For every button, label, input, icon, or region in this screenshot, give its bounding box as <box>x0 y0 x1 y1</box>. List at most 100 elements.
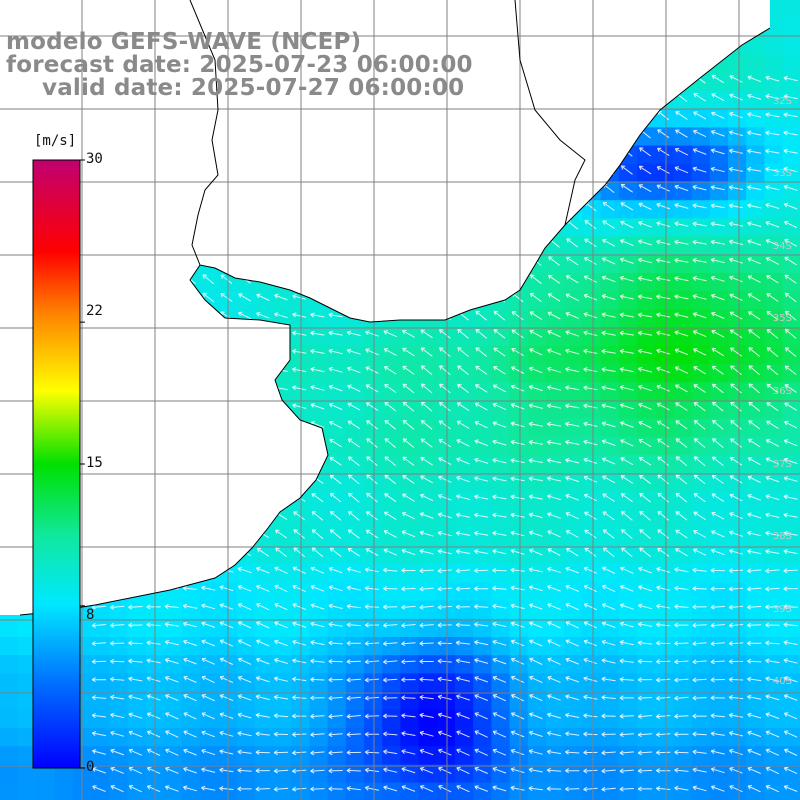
wind-arrow <box>692 184 707 191</box>
wind-speed-cell <box>345 709 365 729</box>
wind-speed-cell <box>200 709 219 729</box>
wind-arrow <box>329 456 342 466</box>
wind-arrow <box>565 457 580 464</box>
wind-speed-cell <box>436 345 456 365</box>
wind-speed-cell <box>728 109 747 128</box>
wind-arrow <box>437 676 452 682</box>
wind-arrow <box>402 456 415 466</box>
wind-arrow <box>328 603 343 609</box>
wind-arrow <box>783 730 798 738</box>
wind-arrow <box>783 494 798 500</box>
wind-arrow <box>783 766 798 775</box>
wind-arrow <box>456 730 470 738</box>
wind-speed-cell <box>782 327 800 347</box>
wind-arrow <box>619 294 634 300</box>
wind-arrow <box>310 403 325 410</box>
wind-arrow <box>528 530 543 537</box>
wind-speed-cell <box>691 764 711 784</box>
wind-speed-cell <box>728 54 747 74</box>
wind-speed-cell <box>546 418 565 438</box>
wind-speed-cell <box>618 163 638 183</box>
wind-arrow <box>183 694 197 702</box>
wind-arrow <box>492 421 507 428</box>
wind-arrow <box>419 767 434 774</box>
wind-arrow <box>565 749 580 755</box>
wind-arrow <box>783 640 798 646</box>
wind-speed-cell <box>618 418 638 438</box>
wind-arrow <box>237 786 252 792</box>
wind-arrow <box>602 475 616 484</box>
wind-speed-cell <box>782 618 800 638</box>
wind-speed-cell <box>236 673 256 693</box>
wind-arrow <box>402 401 415 412</box>
wind-speed-cell <box>764 54 784 74</box>
wind-arrow <box>584 511 597 520</box>
wind-arrow <box>710 641 725 647</box>
wind-arrow <box>547 494 561 501</box>
wind-arrow <box>275 547 287 557</box>
wind-speed-cell <box>491 673 511 693</box>
wind-arrow <box>729 493 743 502</box>
wind-arrow <box>439 365 451 376</box>
wind-speed-cell <box>655 109 674 128</box>
wind-speed-cell <box>418 327 438 347</box>
wind-speed-cell <box>436 509 456 529</box>
wind-arrow <box>657 547 670 557</box>
wind-arrow <box>183 785 197 792</box>
wind-speed-cell <box>345 473 365 492</box>
wind-speed-cell <box>637 782 656 800</box>
wind-speed-cell <box>782 691 800 711</box>
wind-speed-cell <box>618 527 638 547</box>
wind-speed-cell <box>91 746 110 765</box>
wind-arrow <box>255 712 270 718</box>
wind-speed-cell <box>473 546 492 565</box>
wind-speed-cell <box>728 127 747 147</box>
wind-speed-cell <box>364 728 383 747</box>
wind-speed-cell <box>746 327 765 347</box>
wind-speed-cell <box>309 382 329 401</box>
wind-speed-cell <box>18 637 37 656</box>
wind-speed-cell <box>691 673 711 693</box>
wind-speed-cell <box>637 673 656 693</box>
wind-speed-cell <box>327 491 347 511</box>
wind-arrow <box>638 221 652 228</box>
wind-arrow <box>528 458 543 464</box>
wind-speed-cell <box>509 546 529 565</box>
wind-arrow <box>110 622 125 628</box>
wind-arrow <box>420 329 433 339</box>
wind-arrow <box>765 166 780 172</box>
wind-arrow <box>692 203 707 209</box>
wind-arrow <box>437 712 452 719</box>
wind-arrow <box>219 749 234 755</box>
wind-speed-cell <box>127 618 147 638</box>
wind-speed-cell <box>782 527 800 547</box>
wind-arrow <box>274 566 288 574</box>
wind-arrow <box>474 712 488 720</box>
wind-arrow <box>255 676 270 683</box>
wind-arrow <box>583 330 598 337</box>
wind-speed-cell <box>309 327 329 347</box>
wind-arrow <box>783 785 798 792</box>
wind-arrow <box>255 786 270 792</box>
wind-arrow <box>364 604 380 610</box>
wind-arrow <box>510 767 525 774</box>
wind-arrow <box>710 275 725 282</box>
wind-arrow <box>637 768 653 774</box>
wind-arrow <box>528 494 543 500</box>
wind-speed-cell <box>236 728 256 747</box>
wind-arrow <box>547 348 561 355</box>
wind-speed-cell <box>254 564 274 583</box>
wind-arrow <box>675 438 688 448</box>
wind-speed-cell <box>582 364 602 383</box>
wind-arrow <box>729 293 743 301</box>
wind-speed-cell <box>345 564 365 583</box>
wind-speed-cell <box>491 637 511 656</box>
wind-speed-cell <box>764 127 784 147</box>
wind-speed-cell <box>782 564 800 583</box>
wind-speed-cell <box>764 309 784 329</box>
wind-speed-cell <box>418 637 438 656</box>
wind-arrow <box>784 420 798 429</box>
lat-label: 39S <box>772 604 792 615</box>
wind-speed-cell <box>728 254 747 274</box>
wind-speed-cell <box>473 764 492 784</box>
